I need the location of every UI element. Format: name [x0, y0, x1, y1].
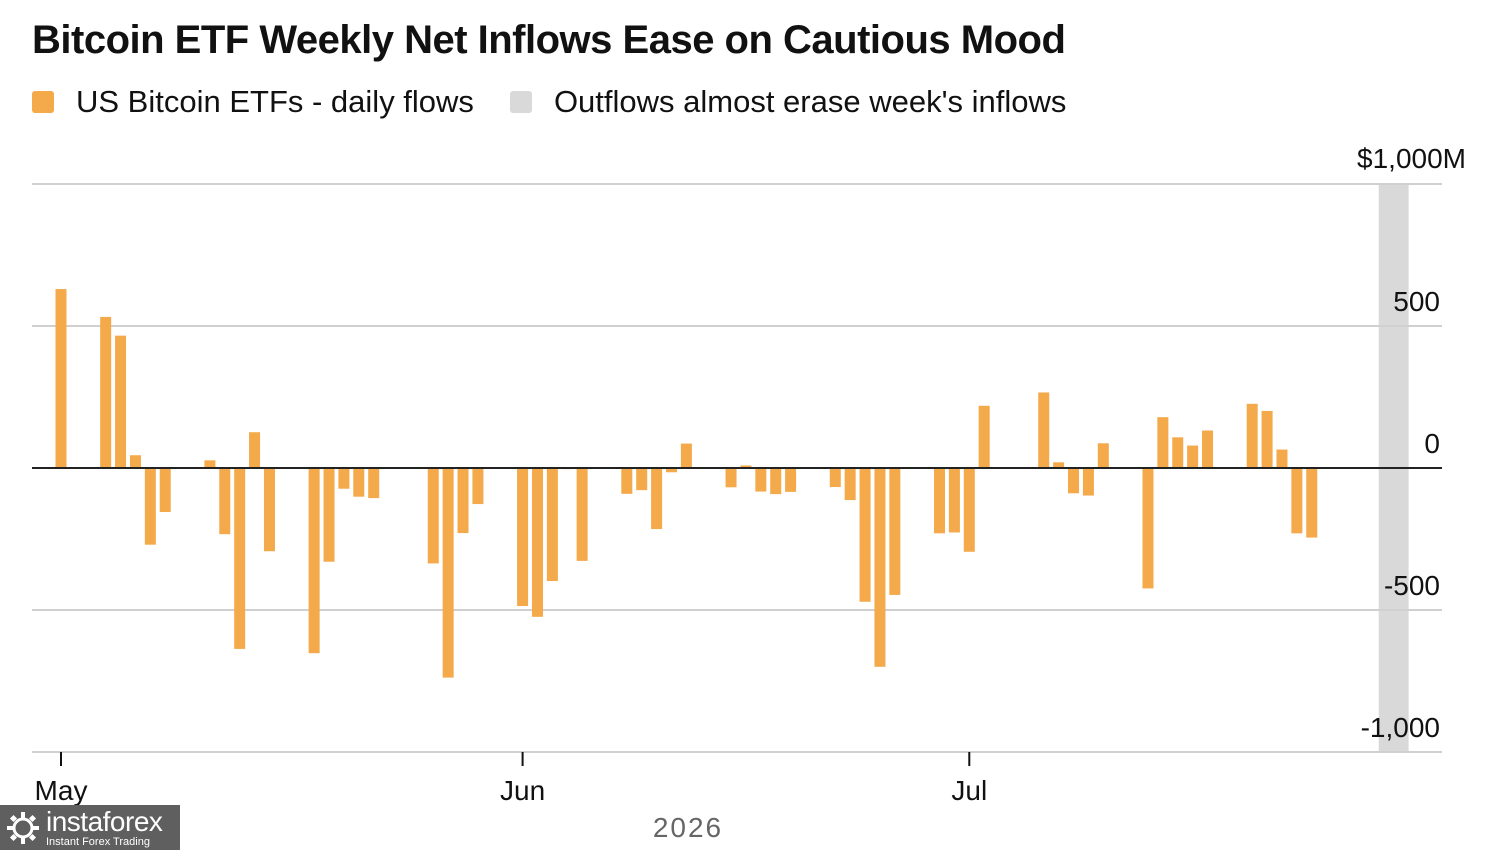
legend-item-outflows: Outflows almost erase week's inflows [509, 84, 1067, 120]
legend-label-outflows: Outflows almost erase week's inflows [553, 84, 1067, 119]
bar-2026-06-08 [621, 468, 633, 494]
bar-2026-05-20 [338, 468, 350, 489]
bar-2026-06-29 [934, 468, 946, 534]
watermark-name: instaforex [46, 805, 163, 837]
bar-2026-05-08 [159, 468, 171, 513]
bar-2026-06-23 [844, 468, 856, 501]
bar-2026-05-22 [368, 468, 380, 499]
bar-2026-05-26 [427, 468, 439, 564]
bar-2026-05-12 [219, 468, 231, 535]
bar-2026-05-01 [55, 289, 67, 468]
bar-2026-06-22 [829, 468, 841, 488]
legend-swatch-orange [32, 91, 54, 113]
legend-swatch-gray [509, 91, 532, 113]
bar-2026-06-10 [651, 468, 663, 530]
bar-2026-05-06 [129, 455, 141, 468]
bar-2026-05-19 [323, 468, 335, 562]
bar-2026-07-20 [1246, 403, 1258, 468]
bar-2026-05-15 [263, 468, 275, 552]
bar-2026-05-29 [472, 468, 484, 505]
bar-2026-07-01 [963, 468, 975, 552]
bar-2026-05-11 [204, 460, 216, 468]
bar-2026-06-25 [874, 468, 886, 667]
bar-2026-06-11 [665, 468, 677, 473]
bar-2026-05-27 [442, 468, 454, 678]
bar-2026-05-05 [115, 335, 127, 468]
bar-2026-07-07 [1053, 462, 1065, 468]
bar-2026-06-30 [948, 468, 960, 533]
y-tick-label-3: -500 [1384, 570, 1440, 601]
bar-2026-07-16 [1187, 445, 1199, 468]
bar-2026-06-26 [889, 468, 901, 595]
bar-2026-07-09 [1082, 468, 1094, 496]
bar-2026-05-13 [234, 468, 246, 649]
bar-2026-06-03 [546, 468, 558, 582]
bar-2026-07-14 [1157, 417, 1169, 468]
bar-2026-07-21 [1261, 410, 1273, 468]
y-tick-label-2: 0 [1424, 428, 1440, 459]
y-tick-label-1: 500 [1393, 286, 1440, 317]
bar-2026-05-07 [144, 468, 156, 545]
bar-2026-07-02 [978, 405, 990, 468]
bar-2026-05-18 [308, 468, 320, 654]
bar-2026-06-16 [740, 465, 752, 468]
bar-2026-07-22 [1276, 449, 1288, 468]
bar-2026-07-17 [1202, 430, 1214, 468]
y-tick-label-4: -1,000 [1361, 712, 1440, 743]
instaforex-logo-icon [7, 811, 39, 844]
bar-2026-06-01 [517, 468, 529, 607]
bar-2026-07-24 [1306, 468, 1318, 538]
x-tick-label-2: Jul [951, 775, 987, 806]
watermark-tagline: Instant Forex Trading [46, 835, 150, 848]
x-tick-label-1: Jun [500, 775, 545, 806]
bar-2026-06-09 [636, 468, 648, 491]
year-label: 2026 [653, 812, 723, 843]
y-tick-label-0: $1,000M [1357, 143, 1466, 174]
bar-2026-06-05 [576, 468, 588, 561]
bar-2026-07-08 [1068, 468, 1080, 494]
bar-2026-05-28 [457, 468, 469, 534]
bar-2026-07-10 [1097, 443, 1109, 468]
x-tick-label-0: May [35, 775, 88, 806]
legend: US Bitcoin ETFs - daily flows Outflows a… [32, 84, 1102, 120]
bar-2026-06-24 [859, 468, 871, 602]
bar-2026-05-04 [100, 316, 112, 468]
bar-2026-06-12 [680, 443, 692, 468]
bar-2026-06-15 [725, 468, 737, 488]
bar-2026-06-18 [770, 468, 782, 495]
bar-2026-05-14 [249, 432, 261, 468]
bar-2026-05-21 [353, 468, 365, 497]
bar-2026-06-17 [755, 468, 767, 492]
bar-2026-07-06 [1038, 392, 1050, 468]
bar-2026-07-15 [1172, 437, 1184, 468]
legend-label-daily-flows: US Bitcoin ETFs - daily flows [76, 84, 474, 119]
legend-item-daily-flows: US Bitcoin ETFs - daily flows [32, 84, 474, 120]
chart-title: Bitcoin ETF Weekly Net Inflows Ease on C… [32, 18, 1066, 62]
bar-2026-06-02 [531, 468, 543, 617]
bar-2026-07-13 [1142, 468, 1154, 589]
bar-2026-07-23 [1291, 468, 1303, 534]
watermark: instaforex Instant Forex Trading [0, 805, 180, 850]
bar-2026-06-19 [785, 468, 797, 492]
